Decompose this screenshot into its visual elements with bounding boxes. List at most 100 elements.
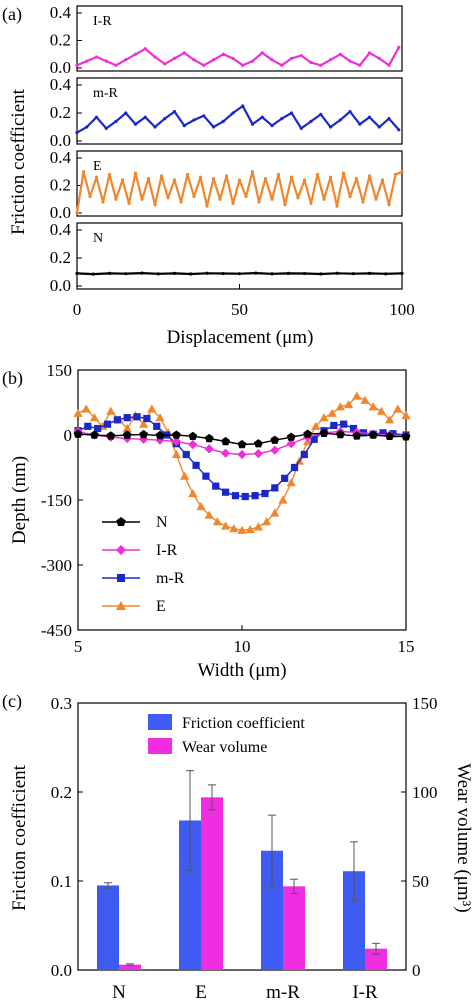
series-point [380,178,385,182]
bar [283,886,305,970]
series-point [260,115,264,119]
series-point [171,449,181,459]
series-point [94,175,99,179]
series-point [289,175,294,179]
subplot-label: I-R [93,14,112,29]
series-point [196,501,206,511]
series-point [133,122,138,126]
series-point [229,524,239,533]
series-point [172,271,177,275]
series-point [84,422,92,430]
series-point [204,444,214,454]
series-point [81,170,86,174]
series-point [250,122,255,126]
y-tick-label: 0.0 [50,58,71,77]
series-point [127,201,131,205]
series-point [94,55,99,59]
series-point [205,204,209,208]
series-point [140,197,144,201]
series-point [192,461,200,469]
panel-b-y-axis-label: Depth (nm) [9,456,30,544]
series-point [263,177,268,181]
panel-a-y-axis-label: Friction coefficient [8,88,29,235]
bar [261,850,283,970]
series-point [245,524,255,534]
series-point [253,522,263,531]
series-point [123,414,131,422]
series-point [250,170,255,174]
series-point [163,117,167,121]
subplot-frame [76,5,403,72]
subplot-frame [76,77,403,145]
series-point [231,201,235,205]
category-label: m-R [266,982,300,1003]
series-point [309,119,313,123]
y-tick-label: 0.2 [50,31,71,50]
bar [201,797,223,970]
series-point [103,420,112,428]
x-tick-label: 10 [234,637,251,656]
series-point [188,488,198,498]
series-point [309,60,313,65]
series-point [322,197,326,201]
series-point [140,271,144,275]
series-point [124,272,128,276]
subplot-label: m-R [93,86,119,101]
series-point [361,200,365,204]
series-point [153,125,157,129]
series-point [182,124,186,128]
series-point [221,448,231,458]
series-point [211,125,216,129]
series-point [139,430,148,439]
series-point [376,406,386,415]
right-y-tick-label: 100 [412,783,438,802]
series-point [133,413,141,421]
legend-swatch [148,714,172,730]
series-point [338,52,342,56]
series-point [221,271,225,276]
series-point [354,177,359,181]
series-point [147,404,157,413]
series-point [120,178,125,182]
bar [179,820,201,970]
series-point [91,272,95,276]
series-point [348,59,352,63]
left-y-tick-label: 0.0 [51,961,72,980]
series-point [400,271,404,275]
series-point [241,492,249,501]
series-point [212,482,220,490]
series-point [204,510,214,519]
series-point [387,203,391,207]
series-point [212,517,222,526]
subplot-frame [76,150,403,217]
y-tick-label: 0.0 [50,203,71,222]
legend-marker [117,574,125,582]
series-point [315,172,320,177]
series-point [124,111,128,115]
series-point [286,439,296,449]
series-point [179,200,183,204]
series-point [85,125,89,129]
series-point [397,45,401,49]
series-point [400,170,404,174]
series-point [262,517,272,526]
series-point [349,424,358,433]
subplot-frame [76,222,403,290]
y-tick-label: 0.4 [50,220,72,239]
series-point [172,110,177,114]
panel-a-label: (a) [2,4,22,25]
y-tick-label: 0.4 [50,3,72,22]
series-point [254,271,258,275]
y-tick-label: -300 [41,556,72,575]
series-point [237,449,247,460]
series-point [379,429,387,437]
series-point [189,272,193,276]
series-point [104,59,108,63]
series-point [198,175,203,179]
series-point [113,416,121,424]
series-point [367,271,372,275]
series-point [237,178,242,182]
series-point [336,430,345,439]
series-point [397,128,401,132]
series-point [211,58,216,62]
